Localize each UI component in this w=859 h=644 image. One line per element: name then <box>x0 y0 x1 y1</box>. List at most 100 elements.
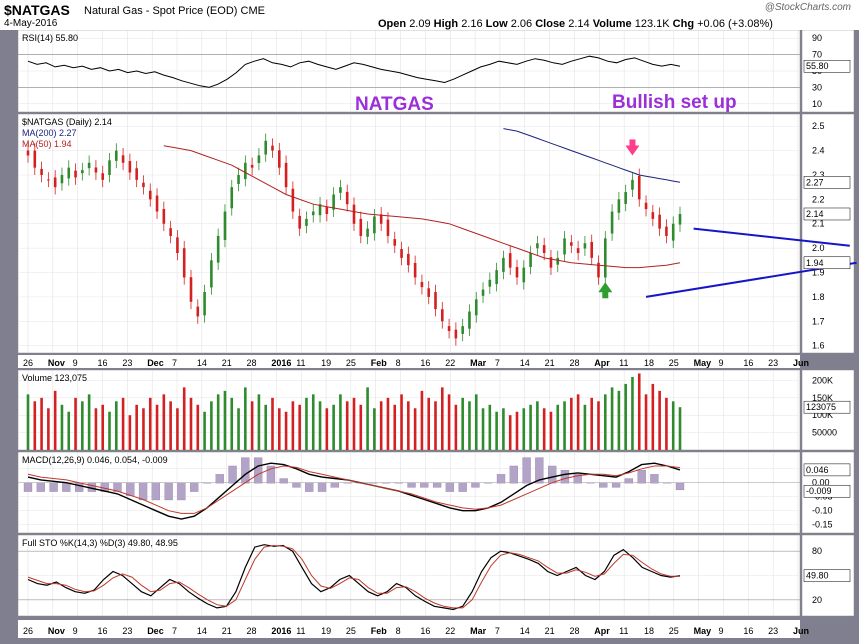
volume-bar <box>603 394 607 450</box>
x-axis-1-label: 23 <box>768 358 778 368</box>
volume-bar <box>250 401 254 450</box>
macd-histogram-bar <box>151 482 160 501</box>
open-value: 2.09 <box>409 18 431 30</box>
candle-body <box>522 267 526 283</box>
candle-body <box>291 188 295 212</box>
x-axis-1-label: 25 <box>669 358 679 368</box>
volume-legend: Volume 123,075 <box>22 373 87 383</box>
x-axis-2-label: 8 <box>396 626 401 636</box>
candle-body <box>658 214 661 229</box>
macd-histogram-bar <box>637 470 646 484</box>
x-axis-1-label: 2016 <box>271 358 291 368</box>
x-axis-2-label: Dec <box>147 626 164 636</box>
volume-bar <box>325 408 329 450</box>
macd-histogram-bar <box>471 482 480 488</box>
volume-bar <box>658 390 661 450</box>
volume-bar <box>366 387 369 450</box>
volume-bar <box>610 387 614 450</box>
x-axis-2-label: 16 <box>98 626 108 636</box>
candle-body <box>474 299 478 316</box>
macd-histogram-bar <box>407 482 416 488</box>
x-axis-1-label: 19 <box>321 358 331 368</box>
volume-bar <box>454 404 458 450</box>
x-axis-1-label: Feb <box>371 358 388 368</box>
price-tick-label: 2.4 <box>812 146 825 156</box>
volume-bar <box>155 404 159 450</box>
price-tick-label: 2.1 <box>812 219 825 229</box>
chart-date: 4-May-2016 <box>4 18 58 29</box>
macd-histogram-bar <box>305 482 314 492</box>
stoch-current-value-box <box>803 569 851 582</box>
volume-tick-label: 100K <box>812 410 833 420</box>
volume-bar <box>128 415 132 450</box>
x-axis-2-label: 28 <box>569 626 579 636</box>
x-axis-2-label: 2016 <box>271 626 291 636</box>
macd-histogram-bar <box>343 482 352 484</box>
volume-bar <box>420 390 424 450</box>
volume-bar <box>447 394 451 450</box>
rsi-line <box>27 55 681 88</box>
volume-bar <box>468 401 471 450</box>
macd-histogram-bar <box>599 482 608 488</box>
volume-bar <box>135 404 138 450</box>
candle-body <box>576 248 580 254</box>
candle-body <box>196 306 200 317</box>
macd-histogram-bar <box>535 457 544 484</box>
x-axis-2-label: 11 <box>619 626 628 636</box>
volume-bar <box>529 404 532 450</box>
volume-bar <box>386 397 390 450</box>
candle-body <box>271 145 274 151</box>
candle-body <box>373 216 376 234</box>
volume-bar <box>440 387 444 450</box>
volume-bar <box>142 408 145 450</box>
candle-body <box>597 262 600 278</box>
candle-body <box>542 245 546 254</box>
macd-histogram-bar <box>190 482 199 492</box>
x-axis-2-label: May <box>694 626 712 636</box>
volume-bar <box>542 408 546 450</box>
volume-bar <box>400 394 403 450</box>
x-axis-2-bg <box>18 620 800 638</box>
candle-body <box>359 218 363 236</box>
volume-bar <box>53 390 57 450</box>
volume-bar <box>26 394 30 450</box>
macd-histogram-bar <box>228 465 237 484</box>
x-axis-2-label: 16 <box>420 626 430 636</box>
candle-body <box>203 292 206 316</box>
candle-body <box>67 167 71 179</box>
volume-bar <box>67 411 71 450</box>
candle-body <box>440 309 444 322</box>
volume-bar <box>515 411 519 450</box>
volume-bar <box>216 394 220 450</box>
ma200-current-value: 2.27 <box>806 177 824 187</box>
candle-body <box>87 162 91 169</box>
candle-body <box>549 257 553 268</box>
volume-bar <box>277 408 281 450</box>
volume-bar <box>413 408 417 450</box>
chart-canvas: 9070503010RSI(14) 55.8055.802.52.42.32.2… <box>17 30 857 638</box>
candle-body <box>407 253 410 266</box>
volume-bar <box>481 408 485 450</box>
candle-body <box>33 150 37 168</box>
volume-bar <box>570 397 573 450</box>
close-label: Close <box>535 18 566 30</box>
ma50-current-value: 1.94 <box>806 258 824 268</box>
macd-current-value-box <box>803 463 851 477</box>
macd-histogram-bar <box>74 482 84 492</box>
volume-tick-label: 150K <box>812 393 833 403</box>
volume-bar <box>339 394 342 450</box>
instrument-name: Natural Gas - Spot Price (EOD) CME <box>84 5 265 17</box>
volume-bar <box>223 390 227 450</box>
macd-histogram-bar <box>381 482 391 484</box>
candle-body <box>556 257 560 265</box>
volume-bar <box>148 397 152 450</box>
volume-tick-label: 50000 <box>812 428 837 438</box>
candle-body <box>81 170 84 174</box>
candle-body <box>264 140 268 155</box>
x-axis-1-label: May <box>694 358 712 368</box>
candle-body <box>624 192 627 204</box>
candle-body <box>617 199 621 213</box>
close-current-value-box <box>803 207 851 221</box>
macd-hist-current-value: -0.009 <box>806 486 832 496</box>
candle-body <box>495 270 498 285</box>
